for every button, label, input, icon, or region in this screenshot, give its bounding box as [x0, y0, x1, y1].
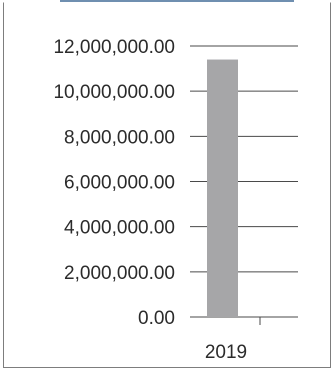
y-tick-label: 4,000,000.00: [64, 218, 175, 239]
bar: [207, 59, 238, 318]
x-axis: 2019: [205, 317, 261, 363]
chart-frame: [3, 2, 331, 368]
top-accent-line: [60, 0, 294, 2]
gridlines: [190, 45, 298, 318]
y-tick-label: 8,000,000.00: [64, 127, 175, 148]
y-tick-label: 0.00: [138, 308, 175, 329]
x-tick-label: 2019: [205, 342, 247, 363]
y-tick-label: 6,000,000.00: [64, 173, 175, 194]
y-tick-label: 2,000,000.00: [64, 263, 175, 284]
y-tick-label: 10,000,000.00: [53, 82, 175, 103]
y-axis-tick-labels: 0.00 2,000,000.00 4,000,000.00 6,000,000.00…: [53, 37, 175, 329]
bars: [207, 59, 238, 318]
y-tick-label: 12,000,000.00: [53, 37, 175, 58]
